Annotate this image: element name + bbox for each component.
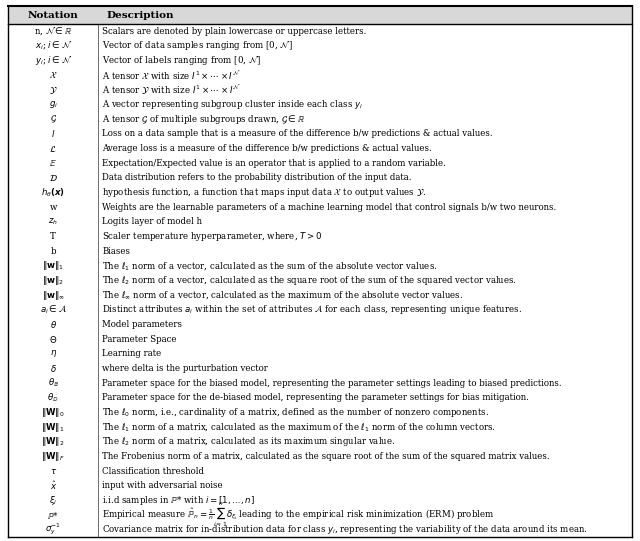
Text: Distinct attributes $a_i$ within the set of attributes $\mathcal{A}$ for each cl: Distinct attributes $a_i$ within the set… bbox=[102, 304, 523, 316]
Text: n, $\mathcal{N} \in \mathbb{R}$: n, $\mathcal{N} \in \mathbb{R}$ bbox=[34, 25, 72, 37]
Text: $\theta_{\mathbb{B}}$: $\theta_{\mathbb{B}}$ bbox=[47, 377, 59, 390]
Text: $z_h$: $z_h$ bbox=[48, 216, 58, 227]
Text: Model parameters: Model parameters bbox=[102, 320, 182, 329]
Text: $\xi_i$: $\xi_i$ bbox=[49, 494, 58, 507]
Text: Loss on a data sample that is a measure of the difference b/w predictions & actu: Loss on a data sample that is a measure … bbox=[102, 129, 493, 138]
Text: The Frobenius norm of a matrix, calculated as the square root of the sum of the : The Frobenius norm of a matrix, calculat… bbox=[102, 452, 550, 461]
Text: Learning rate: Learning rate bbox=[102, 349, 162, 358]
Text: Description: Description bbox=[106, 10, 174, 19]
Text: $\Theta$: $\Theta$ bbox=[49, 334, 58, 345]
Text: $\mathcal{G}$: $\mathcal{G}$ bbox=[50, 114, 57, 125]
Text: Biases: Biases bbox=[102, 247, 131, 256]
Text: $\|\mathbf{W}\|_0$: $\|\mathbf{W}\|_0$ bbox=[42, 406, 65, 419]
Text: A tensor $\mathcal{X}$ with size $I^1 \times \cdots \times I^{\mathcal{N}}$: A tensor $\mathcal{X}$ with size $I^1 \t… bbox=[102, 69, 241, 81]
Text: Average loss is a measure of the difference b/w predictions & actual values.: Average loss is a measure of the differe… bbox=[102, 144, 432, 153]
Text: $\eta$: $\eta$ bbox=[50, 348, 57, 359]
Text: Vector of data samples ranging from [0, $\mathcal{N}$]: Vector of data samples ranging from [0, … bbox=[102, 39, 293, 52]
Text: $a_i \in \mathcal{A}$: $a_i \in \mathcal{A}$ bbox=[40, 304, 67, 316]
Text: Scaler temperature hyperparameter, where, $T > 0$: Scaler temperature hyperparameter, where… bbox=[102, 230, 323, 243]
Text: Scalars are denoted by plain lowercase or uppercase letters.: Scalars are denoted by plain lowercase o… bbox=[102, 27, 367, 36]
Text: $g_i$: $g_i$ bbox=[49, 99, 58, 110]
Text: i.i.d samples in $\mathbb{P}$* with $i = [1, \ldots, n]$: i.i.d samples in $\mathbb{P}$* with $i =… bbox=[102, 494, 255, 507]
Text: $\tau$: $\tau$ bbox=[50, 466, 57, 476]
Text: $l$: $l$ bbox=[51, 128, 56, 140]
Text: Notation: Notation bbox=[28, 10, 79, 19]
Text: hypothesis function, a function that maps input data $\mathcal{X}$ to output val: hypothesis function, a function that map… bbox=[102, 186, 427, 199]
Text: $\|\mathbf{w}\|_1$: $\|\mathbf{w}\|_1$ bbox=[42, 259, 64, 272]
Text: Data distribution refers to the probability distribution of the input data.: Data distribution refers to the probabil… bbox=[102, 174, 412, 182]
Text: The $\ell_2$ norm of a matrix, calculated as its maximum singular value.: The $\ell_2$ norm of a matrix, calculate… bbox=[102, 435, 396, 448]
Text: b: b bbox=[51, 247, 56, 256]
Text: where delta is the purturbation vector: where delta is the purturbation vector bbox=[102, 364, 268, 373]
Text: $\mathcal{X}$: $\mathcal{X}$ bbox=[49, 70, 58, 81]
Text: $\|\mathbf{w}\|_\infty$: $\|\mathbf{w}\|_\infty$ bbox=[42, 289, 65, 302]
Text: $\hat{x}$: $\hat{x}$ bbox=[49, 479, 57, 492]
Text: A vector representing subgroup cluster inside each class $y_i$: A vector representing subgroup cluster i… bbox=[102, 98, 364, 111]
Text: $\delta$: $\delta$ bbox=[50, 363, 57, 374]
Text: The $\ell_1$ norm of a matrix, calculated as the maximum of the $\ell_1$ norm of: The $\ell_1$ norm of a matrix, calculate… bbox=[102, 421, 497, 433]
Text: Parameter space for the de-biased model, representing the parameter settings for: Parameter space for the de-biased model,… bbox=[102, 393, 529, 403]
Text: Empirical measure $\hat{\mathbb{P}}_n = \frac{1}{n} \sum_{i=1}^{n} \delta_{\xi_i: Empirical measure $\hat{\mathbb{P}}_n = … bbox=[102, 501, 495, 529]
Text: Parameter space for the biased model, representing the parameter settings leadin: Parameter space for the biased model, re… bbox=[102, 379, 562, 387]
Text: The $\ell_\infty$ norm of a vector, calculated as the maximum of the absolute ve: The $\ell_\infty$ norm of a vector, calc… bbox=[102, 289, 464, 301]
Text: The $\ell_2$ norm of a vector, calculated as the square root of the sum of the s: The $\ell_2$ norm of a vector, calculate… bbox=[102, 274, 517, 287]
Text: The $\ell_0$ norm, i.e., cardinality of a matrix, defined as the number of nonze: The $\ell_0$ norm, i.e., cardinality of … bbox=[102, 406, 490, 419]
Text: $\|\mathbf{W}\|_2$: $\|\mathbf{W}\|_2$ bbox=[42, 435, 65, 448]
Text: $\mathcal{L}$: $\mathcal{L}$ bbox=[49, 143, 57, 154]
Text: $\mathcal{D}$: $\mathcal{D}$ bbox=[49, 173, 58, 183]
Text: Vector of labels ranging from [0, $\mathcal{N}$]: Vector of labels ranging from [0, $\math… bbox=[102, 54, 261, 67]
Text: Logits layer of model h: Logits layer of model h bbox=[102, 217, 202, 226]
Text: $\theta$: $\theta$ bbox=[50, 319, 57, 330]
Text: $x_i$; $i \in \mathcal{N}$: $x_i$; $i \in \mathcal{N}$ bbox=[35, 40, 72, 52]
Text: $\mathbb{P}$*: $\mathbb{P}$* bbox=[47, 510, 60, 520]
Text: Covariance matrix for in-distribution data for class $y_i$, representing the var: Covariance matrix for in-distribution da… bbox=[102, 523, 588, 536]
Text: A tensor $\mathcal{Y}$ with size $I^1 \times \cdots \times I^{\mathcal{N}}$: A tensor $\mathcal{Y}$ with size $I^1 \t… bbox=[102, 83, 241, 97]
Text: T: T bbox=[51, 232, 56, 241]
Text: $\sigma_y^{-1}$: $\sigma_y^{-1}$ bbox=[45, 522, 61, 537]
Text: Classification threshold: Classification threshold bbox=[102, 466, 205, 476]
Text: The $\ell_1$ norm of a vector, calculated as the sum of the absolute vector valu: The $\ell_1$ norm of a vector, calculate… bbox=[102, 260, 438, 272]
Text: $y_i$; $i \in \mathcal{N}$: $y_i$; $i \in \mathcal{N}$ bbox=[35, 54, 72, 67]
Text: $\mathcal{Y}$: $\mathcal{Y}$ bbox=[49, 84, 58, 96]
Text: w: w bbox=[49, 203, 57, 212]
Text: Expectation/Expected value is an operator that is applied to a random variable.: Expectation/Expected value is an operato… bbox=[102, 159, 446, 168]
Text: input with adversarial noise: input with adversarial noise bbox=[102, 481, 223, 490]
Text: A tensor $\mathcal{G}$ of multiple subgroups drawn, $\mathcal{G} \in \mathbb{R}$: A tensor $\mathcal{G}$ of multiple subgr… bbox=[102, 113, 305, 126]
Text: $\theta_{\mathbb{D}}$: $\theta_{\mathbb{D}}$ bbox=[47, 392, 59, 404]
Text: $\mathbb{E}$: $\mathbb{E}$ bbox=[49, 159, 57, 168]
Text: Parameter Space: Parameter Space bbox=[102, 335, 177, 344]
Text: Weights are the learnable parameters of a machine learning model that control si: Weights are the learnable parameters of … bbox=[102, 203, 557, 212]
Text: $\|\mathbf{W}\|_F$: $\|\mathbf{W}\|_F$ bbox=[42, 450, 65, 463]
Text: $\boldsymbol{h_{\theta}(x)}$: $\boldsymbol{h_{\theta}(x)}$ bbox=[41, 186, 65, 199]
Text: $\|\mathbf{w}\|_2$: $\|\mathbf{w}\|_2$ bbox=[42, 274, 64, 287]
Bar bbox=[8, 6, 632, 24]
Text: $\|\mathbf{W}\|_1$: $\|\mathbf{W}\|_1$ bbox=[42, 420, 65, 433]
